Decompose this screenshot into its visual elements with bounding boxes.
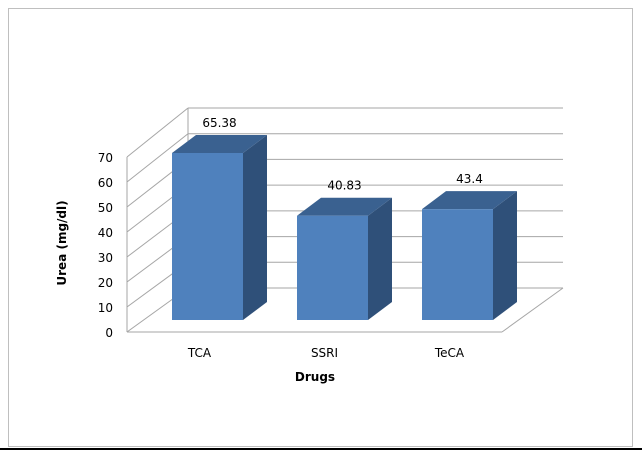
bar-top — [297, 197, 392, 216]
data-label: 40.83 — [327, 179, 361, 193]
y-tick-label: 40 — [98, 226, 113, 240]
data-label: 65.38 — [202, 116, 236, 130]
floor-right-edge — [501, 287, 564, 333]
bar-top — [422, 191, 517, 210]
y-tick-label: 0 — [105, 326, 113, 340]
bar-top — [172, 135, 267, 153]
bar-side — [368, 197, 392, 320]
y-tick-label: 20 — [98, 276, 113, 290]
y-axis-label: Urea (mg/dl) — [55, 200, 69, 285]
bar-teca — [422, 209, 493, 320]
y-tick-label: 50 — [98, 201, 113, 215]
y-tick-label: 70 — [98, 151, 113, 165]
x-tick-label: SSRI — [311, 346, 338, 360]
y-tick-label: 10 — [98, 301, 113, 315]
y-tick-label: 30 — [98, 251, 113, 265]
bar-side — [493, 191, 517, 320]
x-tick-label: TeCA — [434, 346, 465, 360]
bar-tca — [172, 153, 243, 320]
side-gridline — [126, 133, 189, 183]
data-label: 43.4 — [456, 172, 483, 186]
y-tick-label: 60 — [98, 176, 113, 190]
x-axis-label: Drugs — [295, 370, 335, 384]
bar-ssri — [297, 215, 368, 320]
side-gridline — [126, 107, 189, 158]
x-tick-label: TCA — [187, 346, 212, 360]
bar-side — [243, 135, 267, 320]
